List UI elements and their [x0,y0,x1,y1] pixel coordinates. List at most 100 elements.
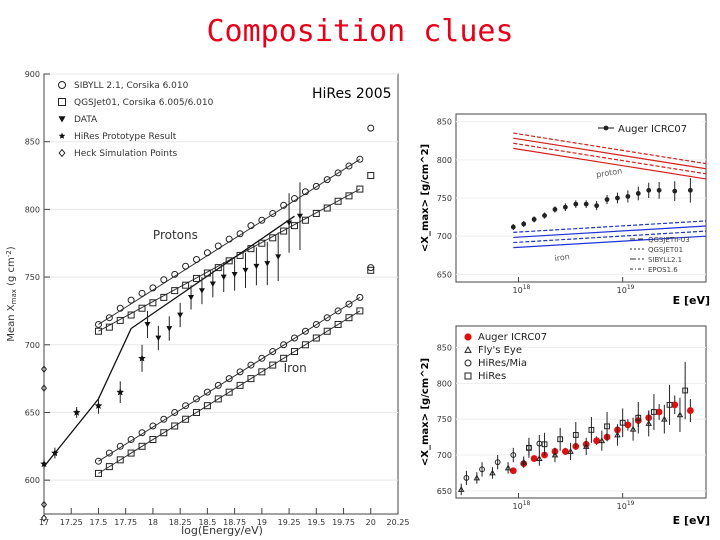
auger-point [531,216,537,222]
experiments-comparison-chart: 650 700 750 800 850 1018 1019 Auger ICRC07 Fly… [414,318,720,530]
sibyll-2-1-iron-point [138,429,146,437]
qgsjet01-protons-point [182,281,190,289]
auger-point [510,224,516,230]
sibyll-2-1-corsika-6-010-protons-point [356,155,364,163]
qgsjet01-iron-point [269,361,277,369]
fly-s-eye-point [457,485,465,492]
data-point [242,267,249,274]
fly-s-eye-point [551,451,559,458]
legend-marker [58,132,66,139]
auger-icrc07-point [624,421,632,429]
auger-point [635,191,641,196]
fly-s-eye-point [582,442,590,449]
sibyll-2-1-corsika-6-010-protons-point [127,296,135,304]
legend-marker [58,98,66,106]
auger-point [656,187,662,193]
y-tick-label: 750 [437,415,452,424]
qgsjet01-protons-point [312,209,320,217]
legend-label: Auger ICRC07 [618,124,687,135]
sibyll-2-1-corsika-6-010-protons-point [116,304,124,312]
auger-point [562,204,568,210]
hires-prototype-result-point [116,388,125,396]
hires-prototype-result-point [138,354,146,362]
auger-point [604,197,610,202]
x-tick-label: 1018 [513,284,531,295]
qgsjet01-iron-point [105,463,113,471]
sibyll-2-1-iron-point [225,375,233,383]
x-tick-label: 17.5 [90,518,108,527]
qgsjet01-iron-point [214,395,222,403]
data-point [275,254,282,260]
x-tick-label: 19.5 [307,518,325,527]
data-point [209,281,216,287]
qgsjet01-protons-point [214,264,222,272]
auger-point [573,201,579,207]
fly-s-eye-point [629,425,637,432]
legend-label: Fly's Eye [478,345,522,356]
sibyll-2-1-corsika-6-010-protons-point [160,276,168,284]
sibyll-2-1-corsika-6-010-protons-point [149,284,157,292]
x-tick-label: 18.25 [169,518,192,527]
x-tick-label: 20.25 [387,518,410,527]
auger-icrc07-point [671,401,679,409]
sibyll-2-1-iron-point [182,402,190,410]
hires-mia-point [494,459,501,466]
x-axis-label: E [eV] [673,514,710,527]
qgsjet01-protons-point [345,192,353,200]
sibyll-2-1-corsika-6-010-protons-point [236,230,244,238]
data-point [253,263,260,270]
sibyll-2-1-iron-point [203,388,211,396]
qgsjet01-iron-point [280,354,288,362]
qgsjet01-protons-point [94,327,102,335]
x-tick-label: 18.5 [198,518,216,527]
hires-point [588,427,595,433]
iron-band-line [513,225,707,239]
x-tick-label: 17.25 [60,518,83,527]
legend-marker [464,372,472,380]
sibyll-2-1-iron-point [356,293,364,301]
hires-mia-point [510,452,517,458]
x-tick-label: 18 [148,518,158,527]
auger-point [594,203,600,209]
legend-marker [464,359,472,367]
legend-label: SIBYLL 2.1, Corsika 6.010 [74,81,189,91]
hires-point [572,432,579,438]
qgsjet01-iron-point [312,334,320,342]
fly-s-eye-point [598,437,606,444]
data-point [144,322,151,328]
y-tick-label: 800 [25,205,40,214]
x-tick-label: 1018 [513,500,531,511]
auger-point [687,187,693,193]
y-tick-label: 900 [25,70,40,79]
fly-s-eye-point [614,431,621,438]
qgsjet01-protons-point [116,316,124,324]
y-tick-label: 850 [437,118,452,127]
fly-s-eye-point [676,411,684,418]
hires-xmax-chart: 17 17.25 17.5 17.75 18 18.25 18.5 18.75 19 19.25 1… [0,62,412,540]
x-tick-label: 17.75 [114,518,137,527]
sibyll-2-1-iron-point [247,361,255,369]
fly-s-eye-point [520,458,527,465]
sibyll-2-1-corsika-6-010-protons-point [214,242,222,250]
legend-marker [58,148,66,158]
qgsjet01-protons-point [301,216,309,224]
hires-point [666,401,673,408]
sibyll-2-1-iron-point [269,348,277,356]
x-tick-label: 18.75 [223,518,246,527]
hires-point [619,419,626,426]
qgsjet01-protons-point [356,185,364,193]
y-tick-label: 650 [25,408,40,417]
y-tick-label: 800 [437,379,452,388]
sibyll-2-1-corsika-6-010-protons-point [334,169,342,177]
model-line [98,310,361,474]
sibyll-2-1-corsika-6-010-protons-point [312,182,320,190]
hires-point [541,441,548,448]
qgsjet01-protons-point [149,299,157,307]
y-tick-label: 650 [437,487,452,496]
y-tick-label: 850 [25,138,40,147]
qgsjet01-iron-point [367,266,375,274]
data-point [188,294,195,301]
fly-s-eye-point [489,469,496,476]
qgsjet01-protons-point [291,222,299,230]
sibyll-2-1-corsika-6-010-protons-point [203,249,211,257]
